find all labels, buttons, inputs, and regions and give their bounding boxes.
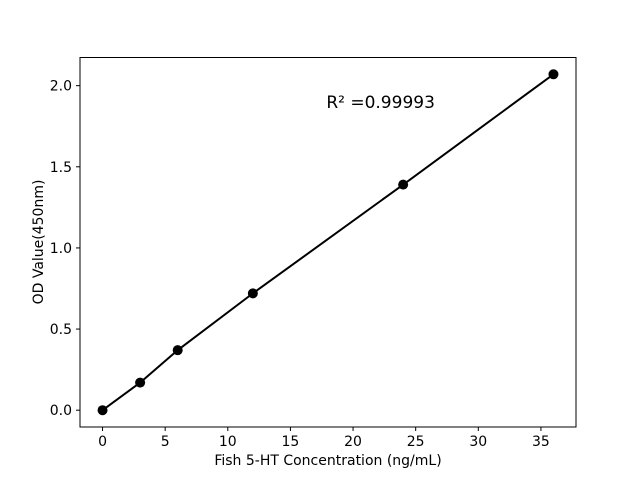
data-point — [247, 288, 258, 299]
data-point — [548, 69, 559, 80]
x-axis-label: Fish 5-HT Concentration (ng/mL) — [214, 453, 441, 469]
data-point — [97, 405, 108, 416]
x-tick-label: 5 — [161, 434, 170, 450]
x-tick-label: 20 — [344, 434, 362, 450]
data-point — [135, 377, 146, 388]
x-tick-label: 10 — [219, 434, 237, 450]
data-point — [398, 179, 409, 190]
y-tick-label: 0.5 — [50, 322, 72, 338]
y-tick-label: 0.0 — [50, 403, 72, 419]
x-tick-label: 30 — [469, 434, 487, 450]
y-axis-label: OD Value(450nm) — [31, 180, 47, 305]
x-tick-label: 35 — [532, 434, 550, 450]
standard-curve-line — [101, 73, 555, 412]
r-squared-annotation: R² =0.99993 — [326, 93, 435, 113]
data-point — [172, 345, 183, 356]
data-layer — [97, 69, 559, 416]
y-tick-label: 1.0 — [50, 241, 72, 257]
x-tick-label: 0 — [98, 434, 107, 450]
x-tick-label: 15 — [282, 434, 300, 450]
y-tick-label: 2.0 — [50, 79, 72, 95]
y-tick-label: 1.5 — [50, 160, 72, 176]
x-tick-label: 25 — [407, 434, 425, 450]
